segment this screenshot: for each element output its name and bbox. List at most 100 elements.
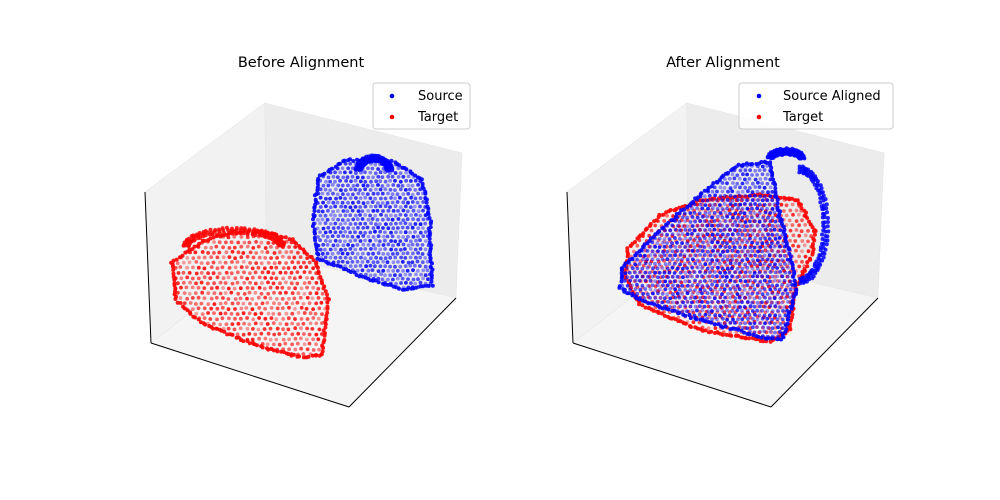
source-point	[670, 275, 675, 279]
target-point	[272, 251, 277, 255]
target-point	[666, 314, 670, 319]
target-point	[325, 292, 329, 297]
target-point	[803, 223, 808, 227]
target-point	[257, 336, 261, 341]
legend-marker-source-aligned	[756, 93, 762, 99]
target-point	[266, 241, 271, 245]
target-point	[259, 344, 264, 349]
source-point	[398, 221, 403, 226]
source-point	[707, 227, 712, 232]
source-point	[737, 295, 742, 300]
target-point	[245, 326, 250, 331]
target-point	[269, 347, 274, 351]
target-point	[810, 252, 815, 257]
source-point	[381, 281, 385, 286]
source-point	[688, 288, 693, 292]
source-point	[717, 279, 722, 283]
target-point	[284, 250, 289, 255]
target-point	[256, 265, 261, 270]
source-point	[773, 330, 777, 335]
source-point	[748, 278, 753, 283]
source-point	[753, 211, 757, 216]
source-point	[418, 196, 423, 201]
source-point	[736, 206, 740, 211]
source-point	[655, 241, 660, 246]
source-point	[820, 241, 824, 246]
source-point	[410, 200, 415, 204]
source-point	[770, 266, 775, 270]
source-point	[718, 236, 722, 241]
source-point	[397, 286, 401, 291]
source-point	[731, 300, 735, 304]
target-point	[196, 295, 201, 300]
target-point	[313, 353, 318, 358]
source-point	[681, 312, 686, 317]
source-point	[706, 320, 711, 324]
source-point	[653, 253, 657, 257]
source-point	[414, 238, 418, 243]
source-point	[685, 291, 690, 296]
source-point	[312, 235, 317, 240]
source-point	[383, 204, 388, 209]
source-point	[341, 234, 346, 238]
source-point	[403, 230, 408, 235]
source-point	[393, 255, 398, 260]
target-point	[643, 305, 648, 310]
source-point	[398, 187, 403, 192]
target-point	[259, 240, 264, 245]
target-point	[701, 264, 705, 269]
source-point	[776, 325, 780, 330]
source-point	[723, 278, 728, 283]
source-point	[408, 230, 412, 235]
target-point	[730, 254, 735, 258]
source-point	[383, 230, 387, 235]
source-point	[775, 201, 780, 206]
source-point	[720, 274, 725, 279]
source-point	[680, 283, 684, 288]
target-point	[283, 331, 288, 336]
source-point	[341, 226, 345, 231]
source-point	[683, 236, 688, 241]
source-point	[385, 260, 390, 265]
source-point	[765, 266, 770, 271]
source-point	[783, 313, 788, 318]
source-point	[818, 200, 823, 205]
source-point	[685, 309, 689, 314]
target-point	[203, 245, 208, 250]
source-point	[735, 258, 739, 262]
target-point	[314, 301, 319, 306]
source-point	[740, 232, 745, 237]
source-point	[760, 249, 765, 254]
target-point	[697, 259, 702, 264]
source-point	[705, 198, 710, 203]
source-point	[732, 304, 737, 309]
source-point	[768, 296, 772, 301]
source-point	[745, 283, 750, 288]
source-point	[665, 292, 670, 297]
source-point	[413, 263, 417, 268]
target-point	[295, 270, 300, 274]
target-point	[217, 250, 222, 255]
target-point	[746, 336, 751, 341]
target-point	[812, 232, 817, 237]
source-point	[655, 283, 660, 287]
target-point	[693, 325, 698, 330]
target-point	[687, 324, 692, 328]
target-point	[242, 292, 247, 296]
target-point	[803, 254, 808, 259]
source-point	[328, 239, 333, 244]
source-point	[324, 259, 329, 264]
source-point	[424, 283, 429, 288]
source-point	[735, 292, 740, 296]
source-point	[641, 257, 645, 262]
target-point	[187, 291, 192, 296]
target-point	[266, 280, 270, 285]
target-point	[253, 312, 258, 316]
source-point	[383, 273, 387, 278]
source-point	[358, 230, 363, 235]
source-point	[322, 171, 327, 176]
source-point	[373, 246, 378, 251]
target-point	[209, 255, 214, 259]
source-point	[321, 200, 325, 205]
source-point	[750, 215, 754, 220]
